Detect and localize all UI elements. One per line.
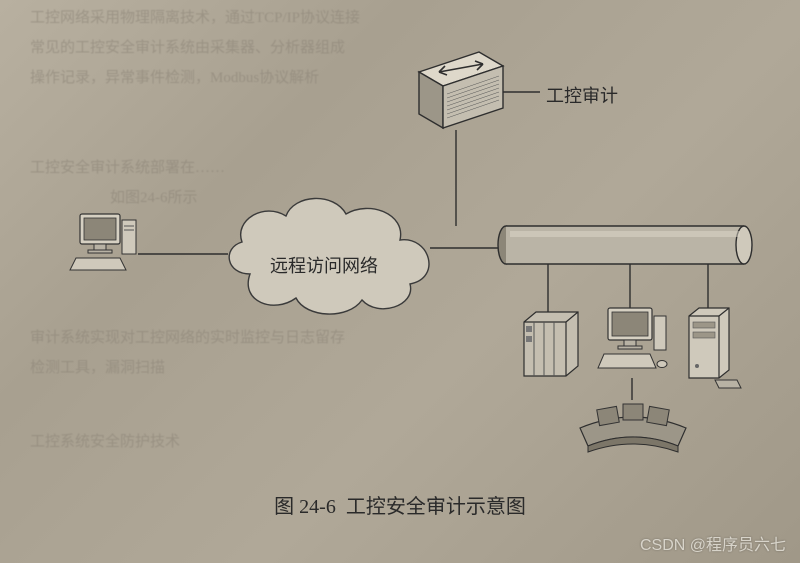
diagram-layer bbox=[0, 0, 800, 563]
figure-caption: 图 24-6 工控安全审计示意图 bbox=[0, 490, 800, 519]
pipe-icon bbox=[498, 226, 752, 264]
audit-label: 工控审计 bbox=[546, 82, 618, 108]
switch-icon bbox=[419, 52, 503, 128]
console-icon bbox=[580, 404, 686, 452]
caption-text: 工控安全审计示意图 bbox=[346, 496, 526, 518]
server-icon bbox=[689, 308, 741, 388]
diagram-svg bbox=[0, 0, 800, 563]
monitor-icon bbox=[598, 308, 667, 368]
cloud-label: 远程访问网络 bbox=[270, 252, 378, 278]
workstation-icon bbox=[70, 214, 136, 270]
caption-prefix: 图 24-6 bbox=[274, 496, 336, 518]
watermark: CSDN @程序员六七 bbox=[640, 531, 786, 555]
plc-icon bbox=[524, 312, 578, 376]
